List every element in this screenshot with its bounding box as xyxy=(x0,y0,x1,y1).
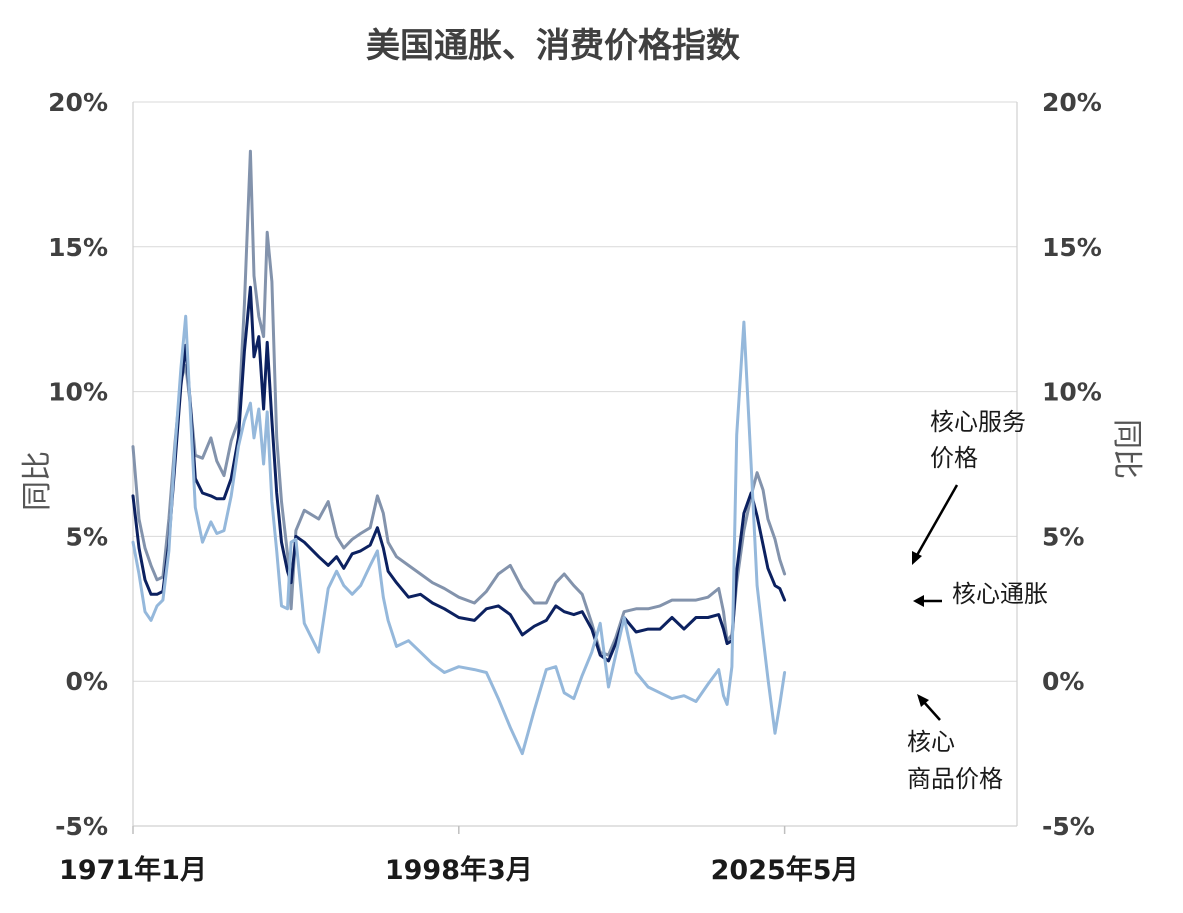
left-y-tick-labels: -5% 0% 5% 10% 15% 20% xyxy=(48,88,108,841)
right-y-tick-label: -5% xyxy=(1042,812,1095,841)
x-tick-label: 2025年5月 xyxy=(711,854,859,886)
x-tick-label: 1998年3月 xyxy=(385,854,533,886)
annotation-core-goods-arrowhead xyxy=(917,694,929,707)
annotation-core-services: 核心服务 价格 xyxy=(912,408,1026,565)
right-y-tick-label: 0% xyxy=(1042,667,1084,696)
left-y-tick-label: 0% xyxy=(66,667,108,696)
left-y-tick-label: 5% xyxy=(66,522,108,551)
left-y-tick-label: 20% xyxy=(48,88,108,117)
left-y-axis-label: 同比 xyxy=(20,451,55,511)
left-y-tick-label: 15% xyxy=(48,233,108,262)
annotation-core-goods-arrow xyxy=(922,700,941,721)
annotation-core-services-arrowhead xyxy=(912,551,922,565)
left-y-tick-label: -5% xyxy=(55,812,108,841)
series-line-core-inflation xyxy=(131,285,787,663)
annotation-core-services-arrow xyxy=(914,484,959,558)
x-tick-labels: 1971年1月 1998年3月 2025年5月 xyxy=(59,826,859,886)
annotation-core-goods-line2: 商品价格 xyxy=(907,765,1003,793)
left-y-tick-label: 10% xyxy=(48,378,108,407)
gridlines xyxy=(133,101,1017,827)
chart-title: 美国通胀、消费价格指数 xyxy=(366,26,740,66)
annotation-core-inflation-label: 核心通胀 xyxy=(952,580,1048,608)
annotation-core-inflation: 核心通胀 xyxy=(913,580,1048,608)
right-y-tick-label: 20% xyxy=(1042,88,1102,117)
series-lines xyxy=(131,149,787,756)
annotation-core-services-line1: 核心服务 xyxy=(930,408,1026,436)
series-line-core-services xyxy=(131,149,787,657)
series-line-core-goods xyxy=(131,314,787,756)
right-y-axis-label: 同比 xyxy=(1109,419,1144,479)
right-y-tick-labels: -5% 0% 5% 10% 15% 20% xyxy=(1042,88,1102,841)
annotation-core-inflation-arrowhead xyxy=(913,595,924,607)
x-tick-label: 1971年1月 xyxy=(59,854,207,886)
right-y-tick-label: 10% xyxy=(1042,378,1102,407)
right-y-tick-label: 15% xyxy=(1042,233,1102,262)
right-y-tick-label: 5% xyxy=(1042,522,1084,551)
annotation-core-services-line2: 价格 xyxy=(930,444,978,472)
annotation-core-goods-line1: 核心 xyxy=(907,728,955,756)
annotation-core-goods: 核心 商品价格 xyxy=(907,694,1003,793)
